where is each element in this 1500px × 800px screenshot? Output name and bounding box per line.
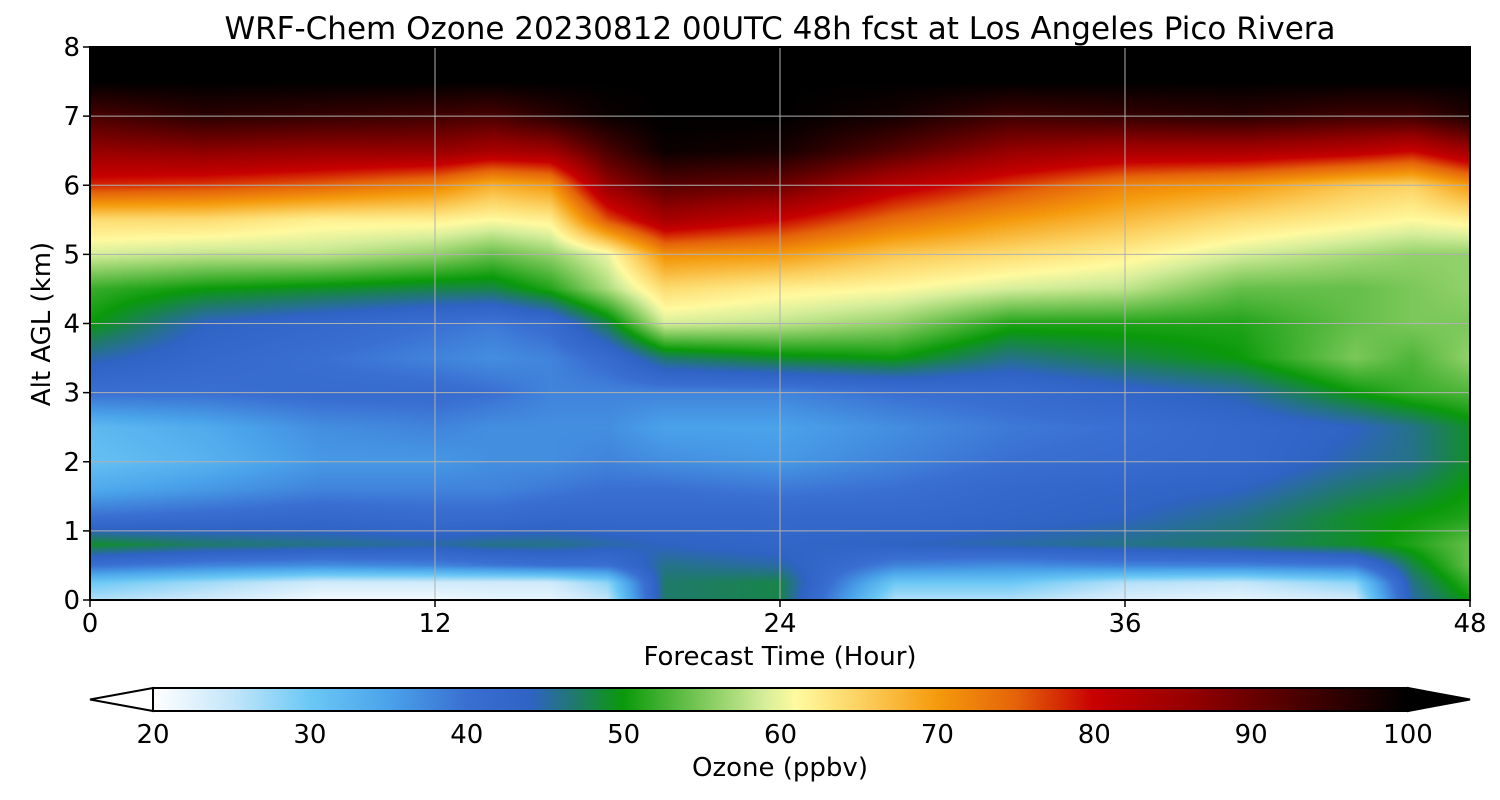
y-axis: 0 1 2 3 4 5 6 7 8 [63, 33, 90, 616]
y-tick-label: 4 [63, 310, 80, 340]
colorbar-tick-label: 70 [921, 720, 954, 750]
y-tick-label: 1 [63, 517, 80, 547]
colorbar-body [153, 688, 1408, 711]
y-axis-label: Alt AGL (km) [27, 242, 57, 406]
x-tick-label: 0 [82, 609, 99, 639]
colorbar-label: Ozone (ppbv) [692, 753, 868, 783]
x-tick-label: 12 [418, 609, 451, 639]
colorbar-tick-label: 50 [607, 720, 640, 750]
y-tick-label: 7 [63, 102, 80, 132]
chart-title: WRF-Chem Ozone 20230812 00UTC 48h fcst a… [224, 11, 1335, 47]
colorbar-frame [152, 687, 1409, 712]
y-tick-label: 8 [63, 33, 80, 63]
y-tick-label: 2 [63, 448, 80, 478]
colorbar-tick-label: 60 [764, 720, 797, 750]
x-axis: 0 12 24 36 48 [82, 600, 1487, 639]
colorbar-ticks: 20 30 40 50 60 70 80 90 100 [136, 720, 1432, 750]
y-tick-label: 6 [63, 171, 80, 201]
colorbar-tick-label: 30 [293, 720, 326, 750]
x-tick-label: 24 [763, 609, 796, 639]
x-axis-label: Forecast Time (Hour) [643, 642, 916, 672]
colorbar-tick-label: 20 [136, 720, 169, 750]
x-tick-label: 48 [1453, 609, 1486, 639]
y-tick-label: 3 [63, 379, 80, 409]
colorbar-extend-high [1407, 686, 1471, 713]
y-tick-label: 5 [63, 240, 80, 270]
colorbar-tick-label: 90 [1235, 720, 1268, 750]
colorbar-extend-low [89, 686, 154, 713]
colorbar-tick-label: 80 [1078, 720, 1111, 750]
colorbar-tick-label: 100 [1383, 720, 1433, 750]
colorbar: 20 30 40 50 60 70 80 90 100 [89, 686, 1471, 750]
colorbar-tick-label: 40 [450, 720, 483, 750]
y-tick-label: 0 [63, 586, 80, 616]
x-tick-label: 36 [1108, 609, 1141, 639]
